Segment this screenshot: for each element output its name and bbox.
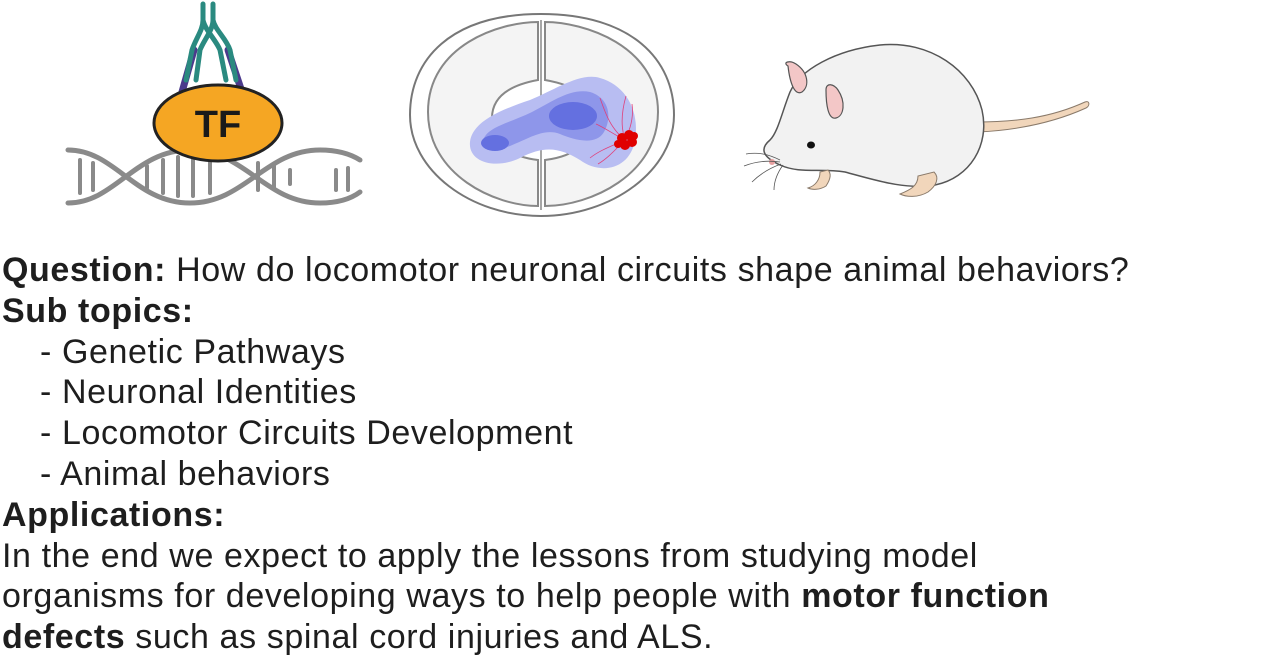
subtopic-item: - Genetic Pathways: [40, 332, 346, 371]
mouse-ear-front: [825, 84, 844, 119]
mouse-paw-front: [806, 169, 831, 190]
subtopic-item: - Locomotor Circuits Development: [40, 414, 574, 453]
mouse-tail: [974, 101, 1090, 133]
illustration-strip: TF: [0, 0, 1272, 240]
mouse-ear-back: [785, 61, 808, 94]
mouse-eye: [807, 141, 815, 149]
dna-helix-icon: [65, 147, 363, 206]
mouse-whiskers: [743, 152, 784, 191]
spinal-cord-section-icon: [408, 12, 676, 218]
applications-line-3: defects such as spinal cord injuries and…: [2, 617, 1270, 658]
antibody-icon: [178, 1, 246, 96]
emphasis-defects: defects: [2, 618, 126, 657]
applications-line-3-text: such as spinal cord injuries and ALS.: [125, 618, 714, 657]
emphasis-motor-function: motor function: [801, 577, 1050, 616]
dna-base-pairs: [78, 155, 350, 198]
tf-oval: [152, 83, 284, 163]
mouse-paw-back: [898, 171, 938, 197]
transcription-factor-dna-icon: TF: [65, 1, 363, 206]
question-label: Question:: [2, 251, 167, 289]
applications-line-2: organisms for developing ways to help pe…: [2, 576, 1270, 617]
neuronal-domain-dark-b: [481, 135, 509, 151]
mouse-icon: [743, 43, 1090, 197]
tf-label: TF: [195, 104, 241, 146]
applications-label: Applications:: [2, 495, 226, 534]
neuronal-domain-dark-a: [549, 102, 597, 130]
subtopics-label: Sub topics:: [2, 291, 194, 330]
question-text: How do locomotor neuronal circuits shape…: [166, 251, 1130, 289]
question-line: Question: How do locomotor neuronal circ…: [2, 250, 1270, 291]
applications-line-2-text: organisms for developing ways to help pe…: [2, 577, 802, 616]
description-text: Question: How do locomotor neuronal circ…: [2, 250, 1270, 658]
neuron-cluster-icon: [614, 130, 638, 150]
subtopic-item: - Neuronal Identities: [40, 373, 357, 412]
applications-line-1: In the end we expect to apply the lesson…: [2, 536, 978, 575]
mouse-nose: [769, 159, 775, 165]
subtopic-item: - Animal behaviors: [40, 454, 331, 493]
